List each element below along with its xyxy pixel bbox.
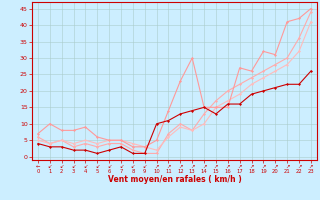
X-axis label: Vent moyen/en rafales ( km/h ): Vent moyen/en rafales ( km/h ): [108, 175, 241, 184]
